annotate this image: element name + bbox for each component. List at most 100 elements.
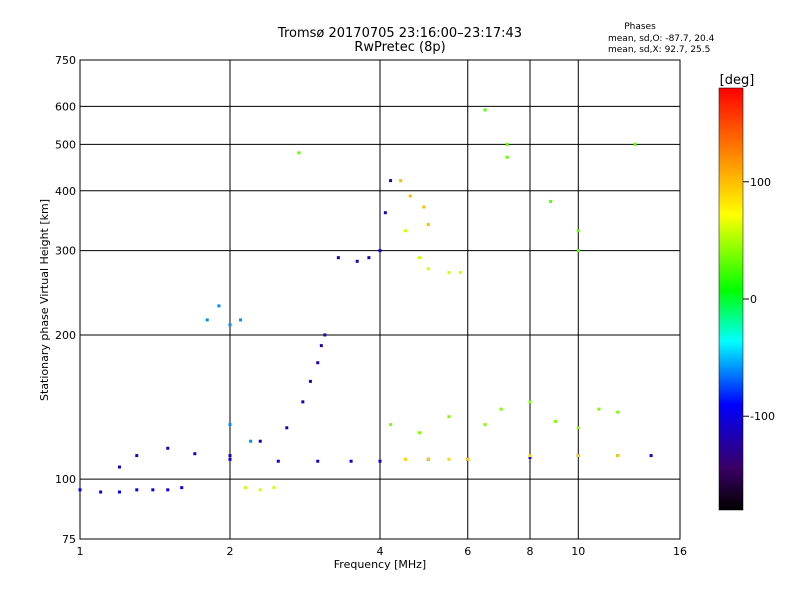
x-tick-label: 8 (527, 545, 534, 558)
data-point (135, 454, 139, 458)
plot-frame (79, 59, 681, 540)
data-point (576, 454, 580, 458)
data-point (205, 318, 209, 322)
data-point (426, 223, 430, 227)
data-point (297, 151, 301, 155)
data-point (193, 452, 197, 456)
data-point (239, 318, 243, 322)
y-tick-label: 75 (62, 533, 76, 546)
data-point (499, 407, 503, 411)
data-point (528, 454, 532, 458)
x-tick-label: 6 (464, 545, 471, 558)
data-point (135, 488, 139, 492)
data-point (417, 431, 421, 435)
data-point (466, 457, 470, 461)
data-point (528, 455, 532, 459)
data-point (285, 426, 289, 430)
data-point (378, 249, 382, 253)
y-tick-label: 750 (55, 54, 76, 67)
y-tick-label: 200 (55, 329, 76, 342)
data-point (389, 179, 393, 183)
data-point (616, 454, 620, 458)
data-point (217, 304, 221, 308)
data-point (447, 271, 451, 275)
chart-title-line1: Tromsø 20170705 23:16:00–23:17:43 (277, 26, 523, 41)
data-point (408, 194, 412, 198)
stats-x-line: mean, sd,X: 92.7, 25.5 (608, 45, 711, 55)
chart-grid (80, 60, 680, 539)
data-point (308, 379, 312, 383)
data-point (426, 267, 430, 271)
data-point (458, 271, 462, 275)
colorbar-tick-label: -100 (750, 410, 775, 423)
data-point (349, 459, 353, 463)
data-point (228, 457, 232, 461)
data-point (258, 488, 262, 492)
data-point (483, 423, 487, 427)
colorbar-label: [deg] (720, 73, 755, 88)
data-point (426, 457, 430, 461)
data-point (355, 259, 359, 263)
data-point (549, 199, 553, 203)
data-point (78, 488, 82, 492)
data-point (319, 344, 323, 348)
data-point (272, 486, 276, 490)
x-tick-label: 1 (77, 545, 84, 558)
data-point (228, 323, 232, 327)
data-point (576, 426, 580, 430)
data-point (403, 229, 407, 233)
y-axis-label: Stationary phase Virtual Height [km] (38, 199, 51, 401)
stats-o-line: mean, sd,O: -87.7, 20.4 (608, 34, 715, 44)
data-point (553, 419, 557, 423)
data-point (633, 142, 637, 146)
data-point (649, 454, 653, 458)
data-point (447, 415, 451, 419)
data-point (258, 439, 262, 443)
colorbar-gradient (718, 87, 744, 511)
x-tick-label: 2 (227, 545, 234, 558)
data-point (378, 459, 382, 463)
colorbar-tick-label: 0 (750, 293, 757, 306)
data-point (576, 229, 580, 233)
stats-heading: Phases (624, 22, 656, 32)
data-point (367, 256, 371, 260)
colorbar-tick-label: 100 (750, 176, 771, 189)
y-tick-label: 500 (55, 138, 76, 151)
data-point (576, 249, 580, 253)
data-point (403, 457, 407, 461)
data-point (180, 486, 184, 490)
data-point (505, 155, 509, 159)
y-tick-label: 300 (55, 245, 76, 258)
data-point (399, 179, 403, 183)
data-point (528, 400, 532, 404)
data-point (166, 488, 170, 492)
y-tick-label: 600 (55, 100, 76, 113)
data-point (336, 256, 340, 260)
x-axis: 1 2 4 6 8 10 16 (77, 545, 688, 558)
data-point (244, 486, 248, 490)
colorbar-ticks: -100 0 100 (743, 176, 775, 423)
data-points (78, 108, 653, 494)
x-tick-label: 4 (377, 545, 384, 558)
data-point (389, 423, 393, 427)
data-point (117, 490, 121, 494)
data-point (117, 465, 121, 469)
colorbar: [deg] -100 0 100 (718, 73, 775, 511)
data-point (316, 361, 320, 365)
data-point (301, 400, 305, 404)
data-point (505, 142, 509, 146)
data-point (616, 410, 620, 414)
data-point (417, 256, 421, 260)
x-axis-label: Frequency [MHz] (334, 558, 426, 571)
data-point (166, 446, 170, 450)
y-tick-label: 100 (55, 473, 76, 486)
x-tick-label: 16 (673, 545, 687, 558)
chart-title-line2: RwPretec (8p) (354, 40, 446, 55)
y-axis: 75 100 200 300 400 500 600 750 (55, 54, 76, 546)
data-point (151, 488, 155, 492)
data-point (228, 423, 232, 427)
data-point (323, 333, 327, 337)
data-point (228, 454, 232, 458)
data-point (276, 459, 280, 463)
